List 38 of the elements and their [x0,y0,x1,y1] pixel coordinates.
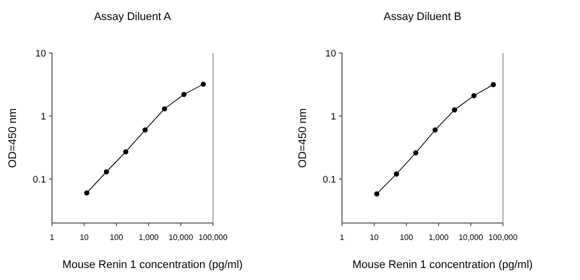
point [200,82,206,87]
point [394,171,400,177]
point [471,93,477,98]
y-tick-label: 10 [325,48,336,60]
point [162,106,168,112]
point [432,127,438,133]
point [413,150,418,156]
point [181,92,187,98]
x-tick-label: 1 [50,233,55,242]
chart-title: Assay Diluent A [94,11,172,23]
chart-title: Assay Diluent B [384,11,462,23]
x-tick-label: 1 [340,233,345,242]
y-axis-title: OD=450 nm [7,108,19,168]
x-tick-label: 100 [110,233,124,242]
point [490,82,496,88]
y-tick-label: 10 [35,48,46,60]
point [84,190,90,196]
point [123,149,128,154]
x-axis-title: Mouse Renin 1 concentration (pg/ml) [62,259,243,271]
x-tick-label: 10,000 [168,233,194,242]
y-tick-label: 0.1 [32,174,46,186]
x-tick-label: 1,000 [138,233,160,242]
y-tick-label: 1 [40,111,46,122]
point [142,127,148,133]
x-tick-label: 10 [370,233,380,242]
x-tick-label: 10 [80,233,90,242]
point [104,169,110,174]
point [374,191,380,196]
x-tick-label: 10,000 [458,233,484,242]
x-tick-label: 100,000 [198,233,228,242]
x-tick-label: 1,000 [428,233,450,242]
x-tick-label: 100,000 [488,233,518,242]
y-axis-title: OD=450 nm [297,108,309,168]
point [452,107,458,112]
x-tick-label: 100 [400,233,414,242]
x-axis-title: Mouse Renin 1 concentration (pg/ml) [352,259,533,271]
y-tick-label: 0.1 [322,174,336,186]
y-tick-label: 1 [330,111,336,122]
